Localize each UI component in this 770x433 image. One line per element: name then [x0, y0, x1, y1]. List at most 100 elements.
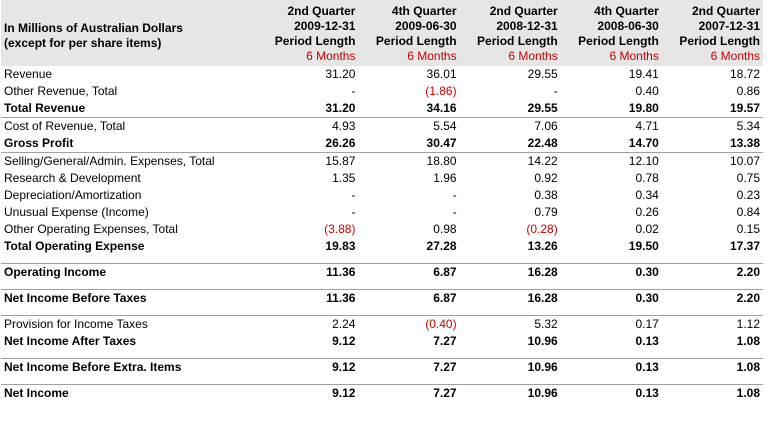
value-cell: 0.13: [635, 334, 659, 348]
spacer-cell: [1, 281, 763, 290]
value-cell: 0.23: [736, 188, 760, 202]
value-cell: 22.48: [527, 136, 558, 150]
value-cell: 0.13: [560, 358, 662, 376]
value-cell: 26.26: [325, 136, 356, 150]
row-spacer: [1, 376, 763, 385]
spacer-cell: [1, 350, 763, 359]
value-cell: 0.86: [736, 84, 760, 98]
column-period: 6 Months: [407, 49, 457, 63]
value-cell: 11.36: [257, 263, 359, 281]
value-cell: 0.02: [635, 222, 659, 236]
row-label: Unusual Expense (Income): [4, 205, 149, 219]
column-quarter: 2nd Quarter: [459, 0, 561, 19]
value-cell: 0.30: [560, 289, 662, 307]
table-row: Depreciation/Amortization - - 0.38 0.34 0.23: [1, 187, 763, 204]
value-cell: 14.22: [459, 152, 561, 170]
column-date: 2008-06-30: [560, 19, 662, 34]
row-spacer: [1, 350, 763, 359]
spacer-cell: [1, 376, 763, 385]
value-cell: 7.27: [433, 334, 457, 348]
value-cell: 5.34: [661, 117, 763, 135]
column-date: 2007-12-31: [661, 19, 763, 34]
value-cell: 2.20: [661, 289, 763, 307]
value-cell: 7.06: [459, 117, 561, 135]
value-cell: 12.10: [560, 152, 662, 170]
column-period: 6 Months: [508, 49, 558, 63]
table-row: Net Income Before Extra. Items 9.12 7.27 10…: [1, 358, 763, 376]
value-cell: (0.28): [526, 222, 558, 236]
value-cell: 9.12: [257, 358, 359, 376]
value-cell: 17.37: [729, 239, 760, 253]
value-cell: 5.32: [459, 315, 561, 333]
row-label: Depreciation/Amortization: [4, 188, 142, 202]
value-cell: -: [351, 205, 356, 219]
value-cell: 2.24: [257, 315, 359, 333]
value-cell: 15.87: [257, 152, 359, 170]
column-period-label: Period Length: [459, 34, 561, 49]
column-date: 2009-12-31: [257, 19, 359, 34]
value-cell: 30.47: [426, 136, 457, 150]
income-statement-table: In Millions of Australian Dollars (excep…: [1, 0, 763, 402]
value-cell: 0.26: [635, 205, 659, 219]
table-row: Net Income Before Taxes 11.36 6.87 16.28 0.3…: [1, 289, 763, 307]
value-cell: 1.08: [661, 358, 763, 376]
value-cell: 2.20: [661, 263, 763, 281]
row-label: Provision for Income Taxes: [1, 315, 258, 333]
table-row: Revenue 31.20 36.01 29.55 19.41 18.72: [1, 66, 763, 83]
value-cell: 9.12: [332, 334, 356, 348]
row-label: Total Operating Expense: [4, 239, 145, 253]
row-label: Net Income Before Extra. Items: [1, 358, 258, 376]
value-cell: 11.36: [257, 289, 359, 307]
value-cell: 0.98: [433, 222, 457, 236]
value-cell: 1.96: [433, 171, 457, 185]
row-label: Total Revenue: [4, 101, 86, 115]
table-row: Gross Profit 26.26 30.47 22.48 14.70 13.38: [1, 135, 763, 153]
value-cell: 27.28: [426, 239, 457, 253]
row-label: Selling/General/Admin. Expenses, Total: [1, 152, 258, 170]
table-row: Net Income 9.12 7.27 10.96 0.13 1.08: [1, 384, 763, 402]
value-cell: 0.79: [534, 205, 558, 219]
value-cell: 10.96: [459, 384, 561, 402]
column-period-label: Period Length: [257, 34, 359, 49]
row-label: Cost of Revenue, Total: [1, 117, 258, 135]
value-cell: 0.13: [560, 384, 662, 402]
row-label: Net Income: [1, 384, 258, 402]
value-cell: 9.12: [257, 384, 359, 402]
value-cell: -: [351, 188, 356, 202]
value-cell: -: [452, 188, 457, 202]
units-subtitle: (except for per share items): [4, 36, 162, 50]
table-row: Cost of Revenue, Total 4.93 5.54 7.06 4.71 5.…: [1, 117, 763, 135]
column-period: 6 Months: [710, 49, 760, 63]
table-row: Total Operating Expense 19.83 27.28 13.26 19…: [1, 238, 763, 255]
value-cell: -: [553, 84, 558, 98]
value-cell: 34.16: [426, 101, 457, 115]
column-quarter: 2nd Quarter: [257, 0, 359, 19]
table-row: Other Revenue, Total - (1.86) - 0.40 0.86: [1, 83, 763, 100]
table-row: Other Operating Expenses, Total (3.88) 0.9…: [1, 221, 763, 238]
value-cell: 0.17: [560, 315, 662, 333]
row-label: Operating Income: [1, 263, 258, 281]
table-row: Research & Development 1.35 1.96 0.92 0.78 0.…: [1, 170, 763, 187]
value-cell: 0.15: [736, 222, 760, 236]
value-cell: 29.55: [527, 67, 558, 81]
value-cell: 36.01: [426, 67, 457, 81]
value-cell: 18.80: [358, 152, 460, 170]
value-cell: 14.70: [628, 136, 659, 150]
value-cell: 31.20: [325, 101, 356, 115]
row-label: Other Revenue, Total: [4, 84, 118, 98]
value-cell: 19.41: [628, 67, 659, 81]
row-label: Net Income Before Taxes: [1, 289, 258, 307]
row-label: Gross Profit: [4, 136, 74, 150]
column-date: 2009-06-30: [358, 19, 460, 34]
table-header: In Millions of Australian Dollars (excep…: [1, 0, 763, 66]
value-cell: 1.12: [661, 315, 763, 333]
value-cell: 7.27: [358, 384, 460, 402]
value-cell: (0.40): [358, 315, 460, 333]
value-cell: 1.08: [661, 384, 763, 402]
value-cell: 1.08: [736, 334, 760, 348]
value-cell: 1.35: [332, 171, 356, 185]
column-period: 6 Months: [306, 49, 356, 63]
value-cell: 13.26: [527, 239, 558, 253]
value-cell: 13.38: [729, 136, 760, 150]
value-cell: 0.40: [635, 84, 659, 98]
